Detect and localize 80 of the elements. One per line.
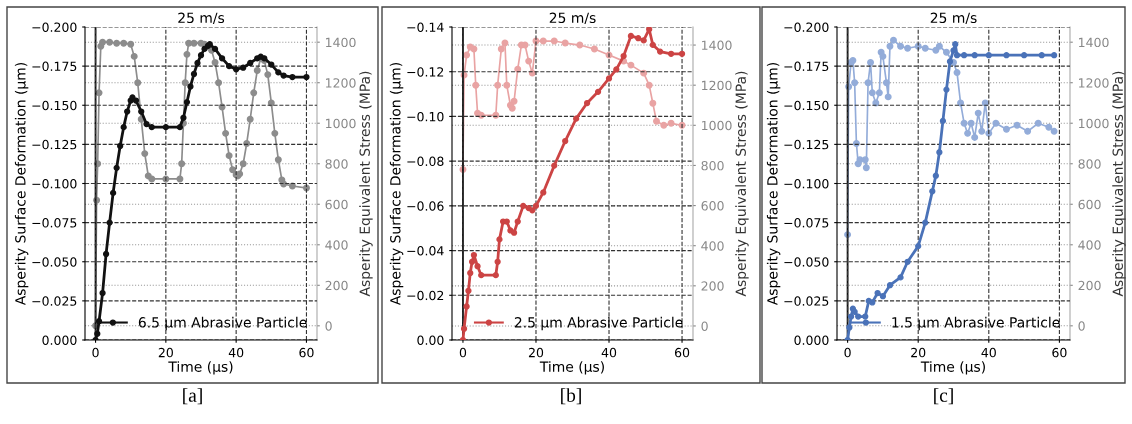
y-tick-label: −0.125: [784, 139, 829, 150]
y2-tick-label: 400: [325, 240, 348, 250]
y-tick-label: −0.175: [32, 61, 77, 72]
x-axis-title: Time (μs): [168, 361, 233, 375]
x-tick-label: 40: [228, 347, 244, 358]
x-tick-label: 20: [158, 347, 173, 358]
y2-tick-label: 0: [325, 321, 332, 331]
y2-tick-label: 1000: [702, 120, 732, 131]
y2-tick-label: 200: [701, 281, 724, 291]
x-tick-label: 20: [528, 347, 544, 358]
x-tick-label: 60: [674, 347, 690, 358]
legend-label: 2.5 μm Abrasive Particle: [514, 316, 683, 331]
y-tick-label: −0.075: [32, 218, 77, 228]
text: [a]: [183, 388, 202, 405]
x-tick-label: 0: [844, 347, 851, 358]
y-tick-label: −0.150: [784, 100, 829, 111]
y-tick-label: −0.02: [407, 290, 444, 301]
y-tick-label: −0.150: [32, 100, 77, 111]
y2-tick-label: 1400: [326, 37, 356, 48]
y2-axis-title: Asperity Equivalent Stress (MPa): [1112, 71, 1126, 297]
chart-title: 25 m/s: [549, 12, 596, 25]
x-tick-label: 60: [299, 347, 314, 358]
y2-tick-label: 0: [1078, 321, 1085, 331]
chart-title: 25 m/s: [178, 12, 225, 25]
y-tick-label: −0.025: [32, 296, 77, 306]
y2-tick-label: 600: [325, 199, 348, 210]
y2-tick-label: 400: [701, 241, 724, 251]
y2-tick-label: 600: [1078, 199, 1101, 210]
y2-tick-label: 1400: [702, 40, 732, 50]
y2-tick-label: 1200: [1079, 78, 1109, 88]
x-axis-title: Time (μs): [920, 361, 985, 375]
x-tick-label: 40: [981, 347, 996, 358]
y2-tick-label: 800: [1078, 159, 1101, 169]
y2-tick-label: 800: [701, 160, 724, 171]
y-tick-label: 0.00: [417, 335, 444, 345]
y-tick-label: −0.075: [784, 218, 829, 228]
y2-tick-label: 1400: [1079, 37, 1109, 48]
y-tick-label: −0.100: [32, 178, 77, 189]
chart-title: 25 m/s: [930, 12, 977, 25]
y-axis-title: Asperity Surface Deformation (μm): [389, 62, 404, 306]
x-tick-label: 0: [459, 347, 467, 358]
y-tick-label: −0.10: [407, 111, 444, 122]
y-tick-label: −0.200: [32, 22, 77, 32]
y-tick-label: −0.06: [407, 201, 444, 211]
y2-tick-label: 1000: [1079, 118, 1109, 129]
y2-tick-label: 200: [1078, 280, 1101, 291]
y-tick-label: −0.100: [784, 178, 829, 189]
y-tick-label: 0.000: [794, 335, 829, 345]
y2-tick-label: 200: [325, 280, 348, 291]
y-tick-label: −0.200: [784, 22, 829, 32]
text: [c]: [934, 388, 953, 405]
y-tick-label: −0.12: [407, 67, 444, 77]
y-tick-label: −0.04: [407, 246, 444, 256]
x-tick-label: 20: [911, 347, 926, 358]
text: [b]: [561, 388, 581, 405]
legend-label: 1.5 μm Abrasive Particle: [892, 316, 1060, 331]
y-tick-label: −0.050: [784, 257, 829, 267]
y-tick-label: −0.050: [32, 257, 77, 267]
y-tick-label: −0.175: [784, 61, 829, 72]
y2-tick-label: 1000: [326, 118, 356, 129]
y2-axis-title: Asperity Equivalent Stress (MPa): [735, 71, 749, 297]
x-tick-label: 60: [1052, 347, 1067, 358]
y2-axis-title: Asperity Equivalent Stress (MPa): [359, 71, 373, 297]
legend-label: 6.5 μm Abrasive Particle: [138, 316, 307, 331]
y2-tick-label: 800: [325, 159, 348, 169]
y-axis-title: Asperity Surface Deformation (μm): [766, 62, 781, 306]
y2-tick-label: 1200: [326, 78, 356, 88]
y2-tick-label: 400: [1078, 240, 1101, 250]
x-tick-label: 0: [92, 347, 99, 358]
y2-tick-label: 0: [701, 321, 708, 331]
y2-tick-label: 1200: [702, 80, 732, 91]
x-tick-label: 40: [601, 347, 617, 358]
y-tick-label: −0.125: [32, 139, 77, 150]
y-tick-label: −0.14: [407, 22, 444, 32]
y-tick-label: −0.08: [407, 156, 444, 167]
y2-tick-label: 600: [701, 201, 724, 211]
y-tick-label: 0.000: [42, 335, 77, 345]
y-axis-title: Asperity Surface Deformation (μm): [14, 62, 29, 306]
y-tick-label: −0.025: [784, 296, 829, 306]
x-axis-title: Time (μs): [539, 361, 604, 375]
